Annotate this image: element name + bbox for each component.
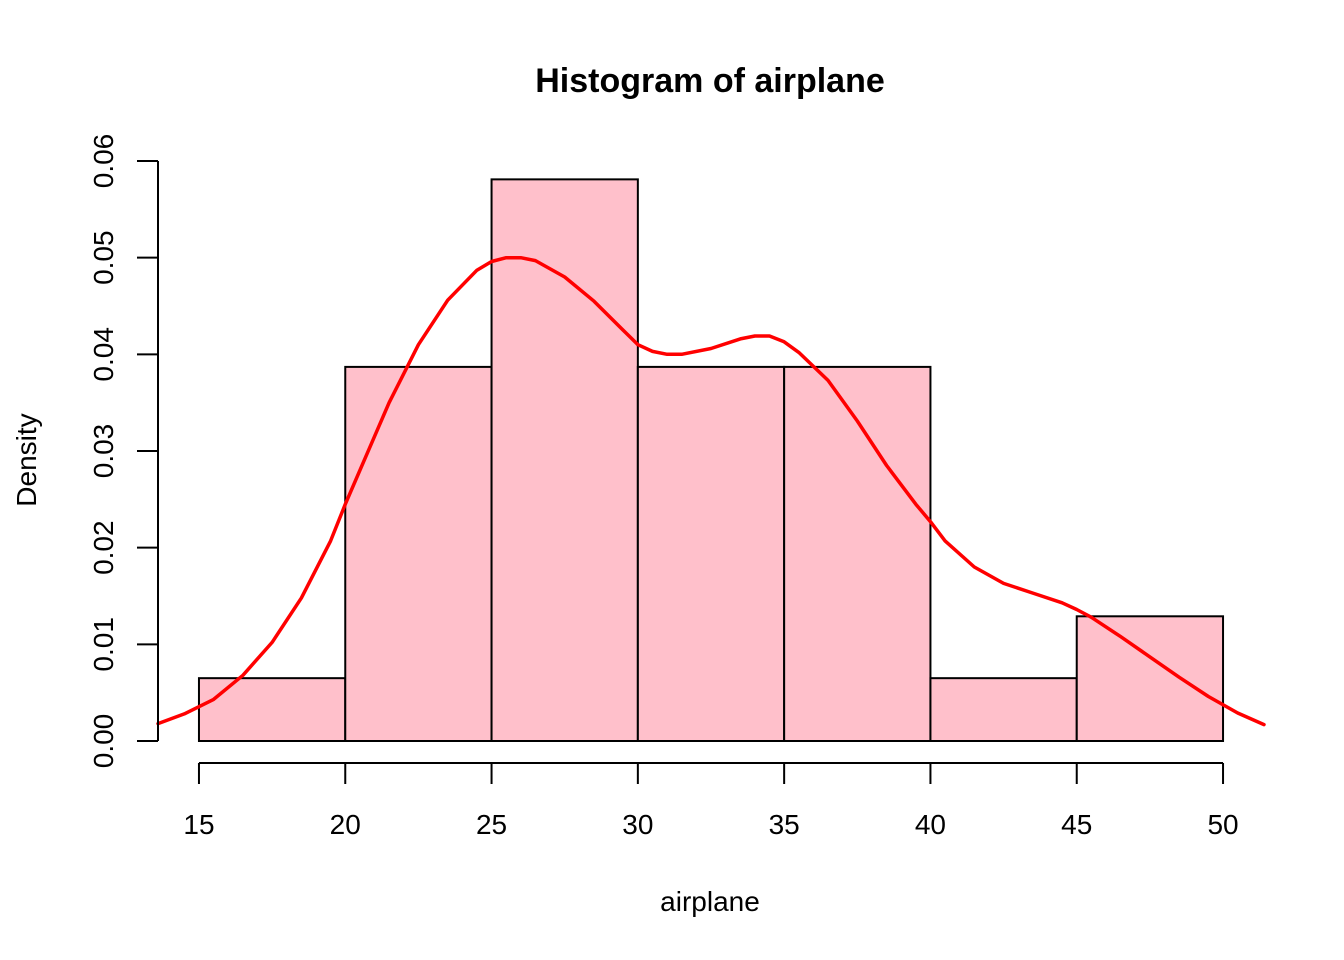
y-tick-label: 0.01	[88, 617, 119, 672]
x-tick-label: 35	[769, 809, 800, 840]
y-tick-label: 0.02	[88, 520, 119, 575]
density-curve	[156, 255, 1266, 727]
x-tick-label: 45	[1061, 809, 1092, 840]
x-tick-label: 40	[915, 809, 946, 840]
x-axis: 15 20 25 30 35 40 45 50	[183, 762, 1239, 840]
x-tick-label: 50	[1207, 809, 1238, 840]
y-axis-label: Density	[11, 413, 42, 506]
histogram-bar-4	[636, 365, 786, 742]
histogram-bar-2	[344, 365, 493, 742]
histogram-bar-6	[929, 677, 1078, 743]
histogram-bar-7	[1075, 615, 1225, 742]
density-curve-layer	[156, 255, 1266, 727]
y-axis: 0.00 0.01 0.02 0.03 0.04 0.05 0.06	[88, 134, 159, 769]
x-tick-label: 20	[330, 809, 361, 840]
y-tick-label: 0.03	[88, 424, 119, 479]
histogram-bar-3	[490, 178, 639, 743]
x-tick-label: 25	[476, 809, 507, 840]
x-axis-label: airplane	[660, 886, 760, 917]
y-tick-label: 0.05	[88, 230, 119, 285]
y-tick-label: 0.06	[88, 134, 119, 189]
x-tick-label: 15	[183, 809, 214, 840]
x-tick-label: 30	[622, 809, 653, 840]
y-tick-label: 0.00	[88, 714, 119, 769]
histogram-bars	[197, 178, 1225, 743]
histogram-bar-5	[783, 365, 932, 742]
y-tick-label: 0.04	[88, 327, 119, 382]
histogram-bar-1	[197, 677, 347, 743]
chart-title: Histogram of airplane	[535, 62, 885, 100]
